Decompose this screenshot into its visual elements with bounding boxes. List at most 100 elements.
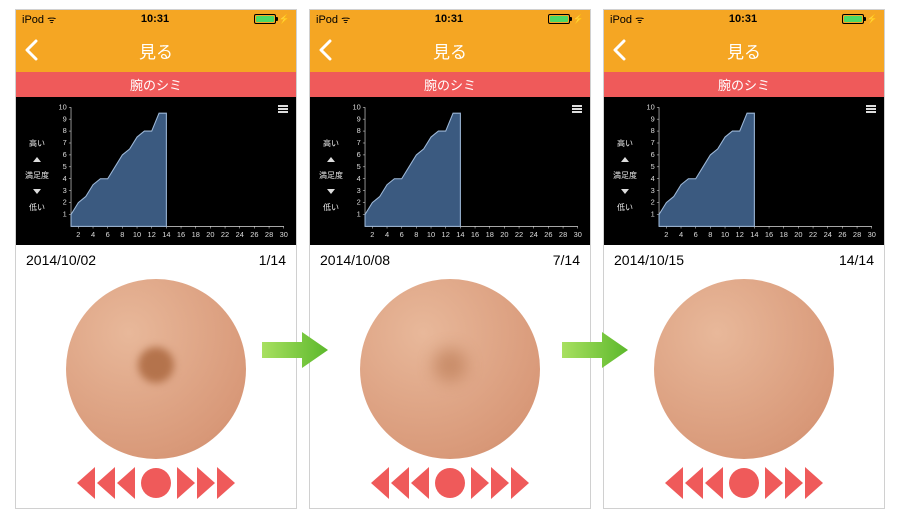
svg-text:2: 2 <box>76 230 80 239</box>
svg-text:24: 24 <box>824 230 832 239</box>
phone-screen-1: iPod ᯤ 10:31 ⚡ 見る 腕のシミ 高い 満足度 <box>15 9 297 509</box>
clock: 10:31 <box>435 13 463 25</box>
nav-bar: 見る <box>604 29 884 72</box>
svg-text:12: 12 <box>736 230 744 239</box>
record-button[interactable] <box>435 468 465 498</box>
svg-text:2: 2 <box>370 230 374 239</box>
rewind-icon[interactable] <box>391 467 409 499</box>
svg-text:8: 8 <box>651 126 655 135</box>
next-icon[interactable] <box>471 467 489 499</box>
date-row: 2014/10/02 1/14 <box>16 245 296 272</box>
svg-text:10: 10 <box>352 103 360 111</box>
rewind-icon[interactable] <box>97 467 115 499</box>
record-button[interactable] <box>729 468 759 498</box>
legend-icon[interactable] <box>572 105 582 113</box>
svg-text:10: 10 <box>427 230 435 239</box>
back-icon[interactable] <box>24 39 38 61</box>
svg-text:8: 8 <box>414 230 418 239</box>
legend-icon[interactable] <box>278 105 288 113</box>
chart-area: 高い 満足度 低い 123456789102468101214161820222… <box>604 97 884 245</box>
photo-date: 2014/10/15 <box>614 252 684 268</box>
prev-icon[interactable] <box>411 467 429 499</box>
rewind-icon[interactable] <box>685 467 703 499</box>
rewind-fast-icon[interactable] <box>371 467 389 499</box>
rewind-fast-icon[interactable] <box>665 467 683 499</box>
svg-text:5: 5 <box>357 162 361 171</box>
svg-text:26: 26 <box>250 230 258 239</box>
battery-icon <box>254 14 276 24</box>
charging-icon: ⚡ <box>867 14 878 25</box>
svg-text:30: 30 <box>574 230 582 239</box>
sub-banner: 腕のシミ <box>604 72 884 97</box>
progress-arrow-1 <box>260 330 330 370</box>
forward-icon[interactable] <box>491 467 509 499</box>
svg-text:24: 24 <box>530 230 538 239</box>
svg-text:8: 8 <box>63 126 67 135</box>
svg-text:10: 10 <box>646 103 654 111</box>
svg-text:6: 6 <box>400 230 404 239</box>
skin-spot <box>138 347 174 383</box>
rewind-fast-icon[interactable] <box>77 467 95 499</box>
back-icon[interactable] <box>612 39 626 61</box>
device-label: iPod ᯤ <box>22 12 56 26</box>
phone-screen-3: iPod ᯤ 10:31 ⚡ 見る 腕のシミ 高い 満足度 <box>603 9 885 509</box>
prev-icon[interactable] <box>117 467 135 499</box>
svg-text:7: 7 <box>651 138 655 147</box>
svg-text:28: 28 <box>559 230 567 239</box>
svg-text:1: 1 <box>63 210 67 219</box>
photo-counter: 14/14 <box>839 252 874 268</box>
page-title: 見る <box>727 38 761 63</box>
svg-text:16: 16 <box>765 230 773 239</box>
svg-text:20: 20 <box>500 230 508 239</box>
record-button[interactable] <box>141 468 171 498</box>
battery-icon <box>842 14 864 24</box>
svg-text:2: 2 <box>357 198 361 207</box>
photo-counter: 1/14 <box>259 252 286 268</box>
svg-text:4: 4 <box>679 230 683 239</box>
forward-fast-icon[interactable] <box>217 467 235 499</box>
svg-text:5: 5 <box>63 162 67 171</box>
svg-text:22: 22 <box>515 230 523 239</box>
svg-text:2: 2 <box>664 230 668 239</box>
chart-y-axis-labels: 高い 満足度 低い <box>608 103 642 241</box>
svg-text:20: 20 <box>206 230 214 239</box>
next-icon[interactable] <box>765 467 783 499</box>
svg-text:8: 8 <box>120 230 124 239</box>
svg-text:12: 12 <box>442 230 450 239</box>
svg-text:16: 16 <box>471 230 479 239</box>
photo-area[interactable] <box>310 273 590 459</box>
svg-text:14: 14 <box>162 230 170 239</box>
svg-text:22: 22 <box>221 230 229 239</box>
svg-text:18: 18 <box>486 230 494 239</box>
photo-area[interactable] <box>604 273 884 459</box>
svg-text:26: 26 <box>838 230 846 239</box>
sub-banner: 腕のシミ <box>16 72 296 97</box>
clock: 10:31 <box>141 13 169 25</box>
svg-text:6: 6 <box>357 150 361 159</box>
svg-text:6: 6 <box>106 230 110 239</box>
svg-text:7: 7 <box>357 138 361 147</box>
forward-icon[interactable] <box>785 467 803 499</box>
forward-icon[interactable] <box>197 467 215 499</box>
forward-fast-icon[interactable] <box>805 467 823 499</box>
device-label: iPod ᯤ <box>316 12 350 26</box>
device-label: iPod ᯤ <box>610 12 644 26</box>
prev-icon[interactable] <box>705 467 723 499</box>
svg-text:10: 10 <box>58 103 66 111</box>
next-icon[interactable] <box>177 467 195 499</box>
forward-fast-icon[interactable] <box>511 467 529 499</box>
nav-bar: 見る <box>16 29 296 72</box>
svg-text:4: 4 <box>357 174 361 183</box>
svg-text:5: 5 <box>651 162 655 171</box>
skin-photo <box>360 279 540 459</box>
phone-screen-2: iPod ᯤ 10:31 ⚡ 見る 腕のシミ 高い 満足度 <box>309 9 591 509</box>
svg-text:28: 28 <box>265 230 273 239</box>
photo-counter: 7/14 <box>553 252 580 268</box>
svg-text:18: 18 <box>780 230 788 239</box>
photo-area[interactable] <box>16 273 296 459</box>
back-icon[interactable] <box>318 39 332 61</box>
photo-date: 2014/10/08 <box>320 252 390 268</box>
svg-text:10: 10 <box>721 230 729 239</box>
svg-text:9: 9 <box>651 114 655 123</box>
legend-icon[interactable] <box>866 105 876 113</box>
